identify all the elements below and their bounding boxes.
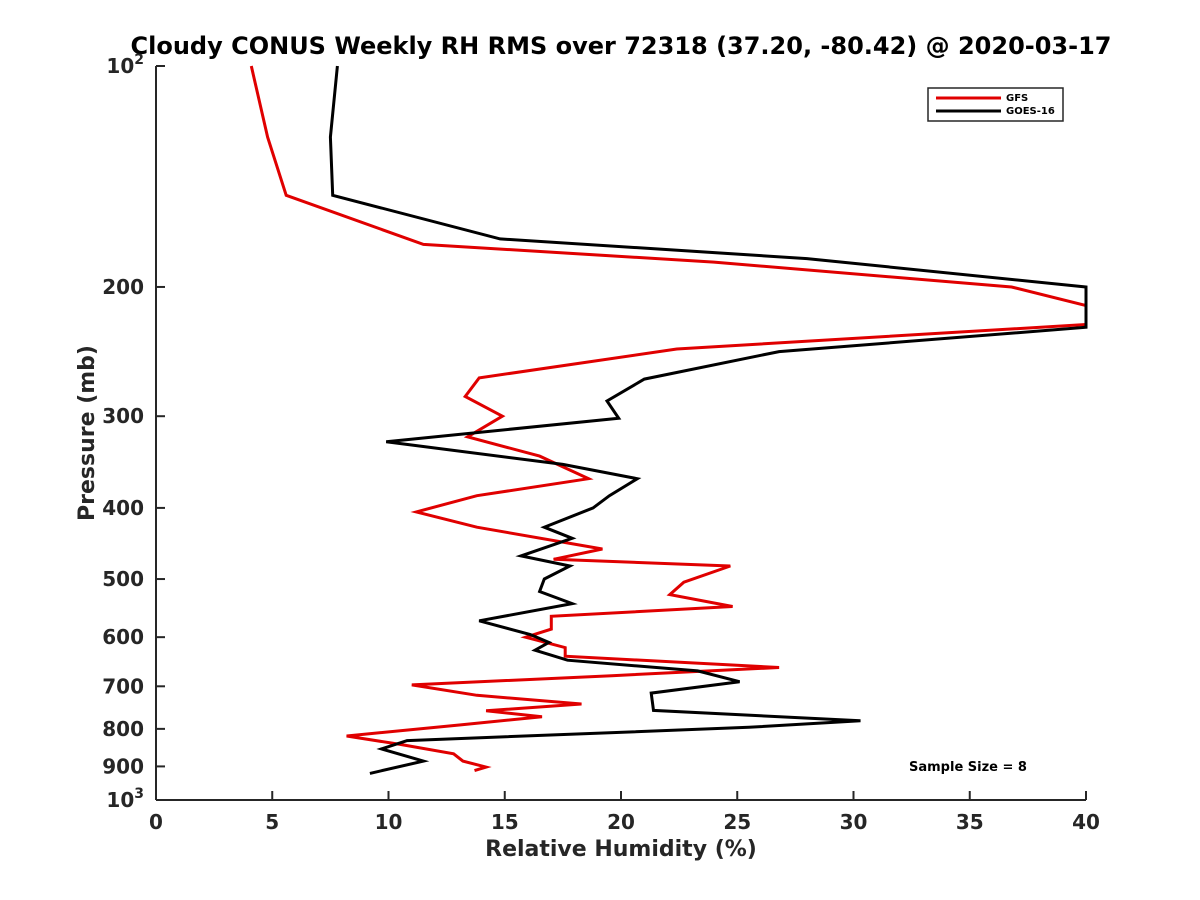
legend-box	[927, 87, 1064, 122]
y-tick-label-base: 800	[102, 717, 144, 741]
x-tick-label: 20	[607, 810, 635, 834]
x-tick-label: 15	[491, 810, 519, 834]
x-axis-label: Relative Humidity (%)	[485, 837, 757, 862]
plot-area	[155, 66, 1086, 801]
x-ticks: 0 5 10 15 20 25 30 35 40	[149, 791, 1100, 834]
y-tick-label-base: 10	[106, 54, 134, 78]
sample-size-annotation: Sample Size = 8	[909, 760, 1027, 775]
y-tick-label: 200	[102, 275, 144, 299]
y-tick-label-base: 600	[102, 625, 144, 649]
x-tick-label: 5	[265, 810, 279, 834]
y-tick-label: 400	[102, 496, 144, 520]
y-tick-label: 300	[102, 404, 144, 428]
y-tick-label: 500	[102, 567, 144, 591]
y-tick-label: 700	[102, 674, 144, 698]
x-tick-label: 10	[375, 810, 403, 834]
y-tick-label: 600	[102, 625, 144, 649]
y-tick-label-base: 10	[106, 788, 134, 812]
y-tick-label-base: 500	[102, 567, 144, 591]
series-line-goes16	[328, 65, 1088, 775]
y-tick-label: 103	[106, 786, 144, 812]
y-tick-label: 800	[102, 717, 144, 741]
series-layer	[249, 65, 1088, 775]
x-tick-label: 0	[149, 810, 163, 834]
legend-label-gfs: GFS	[1006, 93, 1028, 104]
x-tick-label: 25	[723, 810, 751, 834]
y-tick-label-base: 400	[102, 496, 144, 520]
legend-label-goes16: GOES-16	[1006, 106, 1055, 117]
y-tick-label: 900	[102, 754, 144, 778]
legend: GFS GOES-16	[927, 87, 1064, 122]
y-tick-label-base: 300	[102, 404, 144, 428]
y-tick-label-base: 200	[102, 275, 144, 299]
x-tick-label: 40	[1072, 810, 1100, 834]
y-tick-label-base: 700	[102, 674, 144, 698]
y-tick-label-exponent: 3	[134, 786, 144, 802]
x-tick-label: 35	[956, 810, 984, 834]
chart-title: Cloudy CONUS Weekly RH RMS over 72318 (3…	[131, 32, 1112, 60]
y-tick-label-base: 900	[102, 754, 144, 778]
y-tick-label: 102	[106, 52, 144, 78]
y-axis-label: Pressure (mb)	[75, 345, 100, 521]
y-tick-label-exponent: 2	[134, 52, 144, 68]
x-tick-label: 30	[840, 810, 868, 834]
plot-background	[156, 66, 1086, 800]
